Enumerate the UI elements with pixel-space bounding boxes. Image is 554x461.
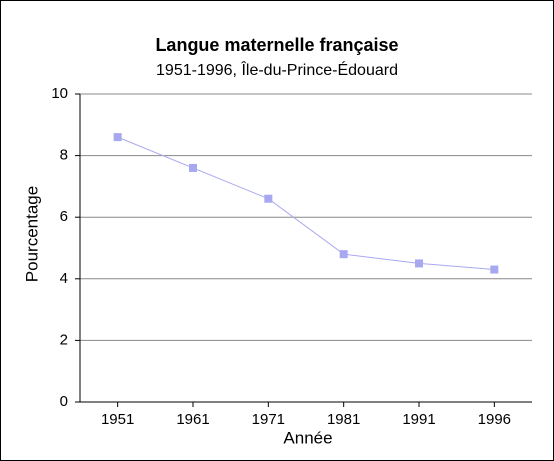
- y-tick-label: 2: [60, 331, 68, 348]
- x-tick-label: 1971: [252, 411, 285, 428]
- y-axis-label: Pourcentage: [22, 186, 41, 282]
- point-marker: [264, 194, 273, 203]
- y-tick-label: 8: [60, 147, 68, 164]
- y-tick-label: 4: [60, 270, 68, 287]
- x-axis-label: Année: [283, 428, 332, 447]
- x-tick-label: 1981: [327, 411, 360, 428]
- point-marker: [339, 250, 348, 259]
- y-tick-label: 0: [60, 393, 68, 410]
- point-marker: [113, 133, 122, 142]
- x-tick-label: 1951: [101, 411, 134, 428]
- y-tick-label: 6: [60, 208, 68, 225]
- point-marker: [189, 163, 197, 172]
- point-marker: [415, 259, 423, 268]
- chart-title: Langue maternelle française: [155, 35, 398, 55]
- point-marker: [490, 265, 499, 274]
- x-tick-label: 1996: [478, 411, 511, 428]
- series-line: [117, 136, 495, 271]
- chart-subtitle: 1951-1996, Île-du-Prince-Édouard: [156, 60, 398, 79]
- x-tick-label: 1961: [176, 411, 209, 428]
- x-tick-label: 1991: [402, 411, 435, 428]
- y-tick-label: 10: [51, 85, 68, 102]
